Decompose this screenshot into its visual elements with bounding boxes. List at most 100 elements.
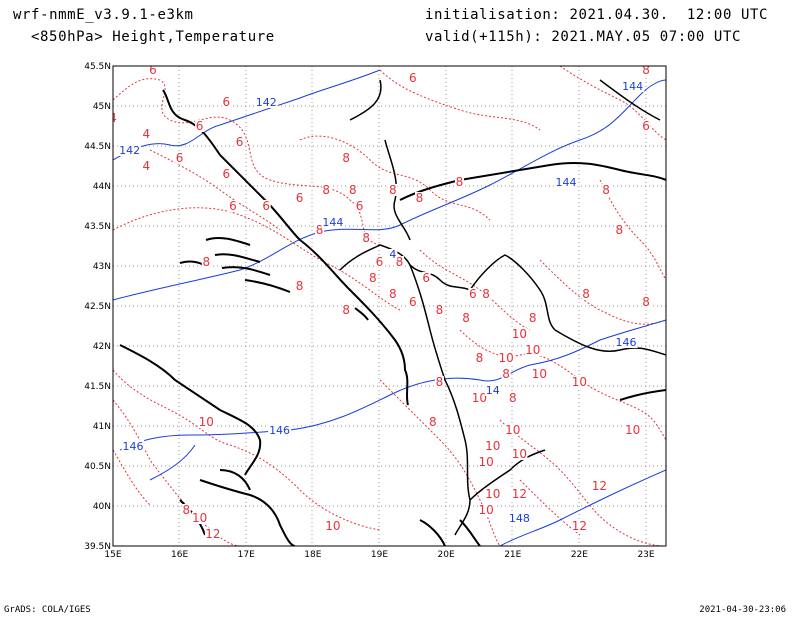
temperature-label-bg xyxy=(261,200,271,212)
temperature-label-bg xyxy=(478,504,495,516)
temperature-label: 8 xyxy=(429,415,437,429)
temperature-label: 6 xyxy=(422,271,430,285)
temperature-label-bg xyxy=(141,160,151,172)
temperature-label-bg xyxy=(181,504,191,516)
temperature-label-bg xyxy=(571,376,588,388)
temperature-label-bg xyxy=(408,72,418,84)
temperature-label-bg xyxy=(191,512,208,524)
lon-tick-label: 18E xyxy=(304,550,321,560)
height-label: 146 xyxy=(269,424,290,437)
temperature-label-bg xyxy=(201,256,211,268)
temperature-label: 10 xyxy=(199,415,214,429)
temperature-label-bg xyxy=(341,152,351,164)
temperature-label-bg xyxy=(641,296,651,308)
temperature-label: 4 xyxy=(142,159,150,173)
temperature-label-bg xyxy=(428,416,438,428)
temperature-label-bg xyxy=(295,192,305,204)
height-label-bg xyxy=(507,513,531,524)
lat-tick-label: 44N xyxy=(93,182,111,192)
temperature-label-bg xyxy=(461,312,471,324)
temperature-label: 10 xyxy=(525,343,540,357)
lat-tick-label: 40N xyxy=(93,502,111,512)
temperature-label-bg xyxy=(571,520,588,532)
grads-credit: GrADS: COLA/IGES xyxy=(4,605,91,615)
lon-tick-label: 21E xyxy=(504,550,521,560)
height-label: 144 xyxy=(556,176,577,189)
coastlines-and-borders xyxy=(119,79,666,546)
temperature-label-bg xyxy=(421,272,431,284)
temperature-label: 8 xyxy=(616,223,624,237)
temperature-label: 8 xyxy=(642,295,650,309)
temperature-label-bg xyxy=(478,456,495,468)
temperature-label-bg xyxy=(641,66,651,76)
temperature-label-bg xyxy=(198,416,215,428)
temperature-label-bg xyxy=(228,200,238,212)
valid-time: valid(+115h): 2021.MAY.05 07:00 UTC xyxy=(425,29,742,45)
temperature-label: 8 xyxy=(369,271,377,285)
temperature-label: 12 xyxy=(512,487,527,501)
lat-tick-label: 44.5N xyxy=(84,142,111,152)
height-label: 142 xyxy=(119,144,140,157)
lat-tick-label: 45.5N xyxy=(84,62,111,72)
temperature-label-bg xyxy=(324,520,341,532)
temperature-label-bg xyxy=(388,184,398,196)
temperature-label-bg xyxy=(414,192,424,204)
height-label: 144 xyxy=(322,216,343,229)
temperature-label-bg xyxy=(434,304,444,316)
lat-tick-label: 45N xyxy=(93,102,111,112)
temperature-label: 8 xyxy=(396,255,404,269)
temperature-label: 8 xyxy=(389,287,397,301)
temperature-label-bg xyxy=(474,352,484,364)
temperature-label: 10 xyxy=(325,519,340,533)
temperature-label: 8 xyxy=(342,303,350,317)
temperature-label-bg xyxy=(601,184,611,196)
temperature-label-bg xyxy=(484,440,501,452)
temperature-label: 10 xyxy=(472,391,487,405)
lon-tick-label: 22E xyxy=(571,550,588,560)
temperature-label-bg xyxy=(321,184,331,196)
temperature-label: 12 xyxy=(592,479,607,493)
height-label-bg xyxy=(614,337,638,348)
temperature-label-bg xyxy=(484,488,501,500)
temperature-label: 8 xyxy=(296,279,304,293)
temperature-label-bg xyxy=(348,184,358,196)
height-label-bg xyxy=(121,441,145,452)
temperature-label: 8 xyxy=(582,287,590,301)
temperature-label-bg xyxy=(368,272,378,284)
temperature-label: 6 xyxy=(296,191,304,205)
temperature-label-bg xyxy=(641,120,651,132)
temperature-label: 8 xyxy=(476,351,484,365)
temperature-label-bg xyxy=(528,312,538,324)
height-label-bg xyxy=(388,249,398,260)
temperature-label-bg xyxy=(295,280,305,292)
temperature-label: 6 xyxy=(229,199,237,213)
temperature-label: 10 xyxy=(532,367,547,381)
temperature-label: 6 xyxy=(356,199,364,213)
height-label-bg xyxy=(621,81,645,92)
temperature-label: 8 xyxy=(436,375,444,389)
temperature-label: 10 xyxy=(505,423,520,437)
temperature-label-bg xyxy=(175,152,185,164)
temperature-label: 6 xyxy=(149,63,157,77)
temperature-label: 8 xyxy=(316,223,324,237)
height-label: 146 xyxy=(616,336,637,349)
height-label-bg xyxy=(118,145,142,156)
longitude-axis: 15E 16E 17E 18E 19E 20E 21E 22E 23E xyxy=(104,550,654,560)
temperature-label-bg xyxy=(341,304,351,316)
temperature-label: 10 xyxy=(498,351,513,365)
temperature-label: 12 xyxy=(572,519,587,533)
temperature-label: 8 xyxy=(602,183,610,197)
temperature-label: 10 xyxy=(572,375,587,389)
temperature-label: 4 xyxy=(142,127,150,141)
temperature-label-bg xyxy=(113,112,118,124)
temperature-label: 6 xyxy=(376,255,384,269)
temperature-label-bg xyxy=(355,200,365,212)
temperature-label: 6 xyxy=(262,199,270,213)
lat-tick-label: 39.5N xyxy=(84,542,111,552)
temperature-label: 6 xyxy=(642,119,650,133)
height-label: 148 xyxy=(509,512,530,525)
temperature-label-bg xyxy=(434,376,444,388)
lon-tick-label: 20E xyxy=(438,550,455,560)
temperature-label-bg xyxy=(614,224,624,236)
temperature-label-bg xyxy=(148,66,158,76)
